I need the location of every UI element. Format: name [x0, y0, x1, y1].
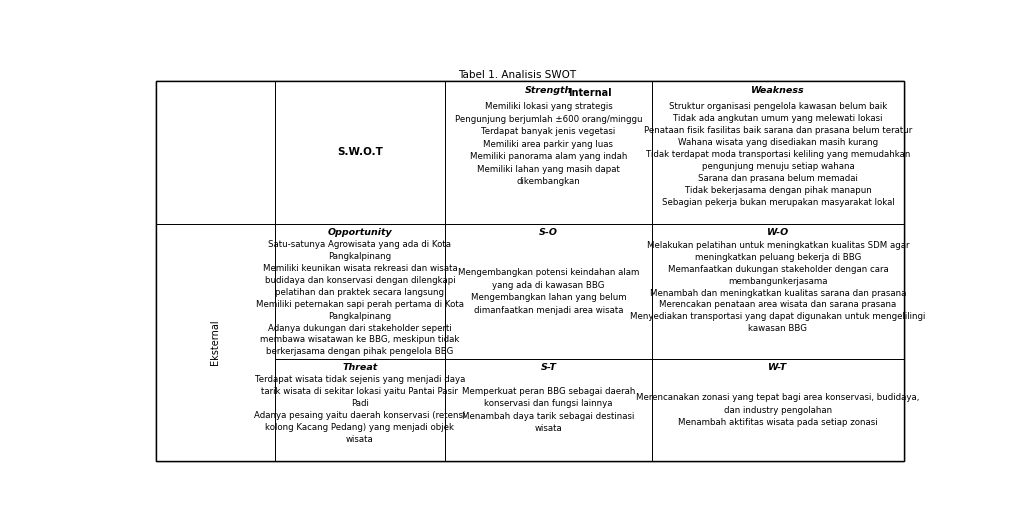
Bar	[274, 224, 445, 359]
Text: Melakukan pelatihan untuk meningkatkan kualitas SDM agar
meningkatkan peluang be: Melakukan pelatihan untuk meningkatkan k…	[631, 241, 925, 333]
Text: Mengembangkan potensi keindahan alam
yang ada di kawasan BBG
Mengembangkan lahan: Mengembangkan potensi keindahan alam yan…	[458, 268, 639, 314]
Bar	[274, 81, 445, 224]
Text: Terdapat wisata tidak sejenis yang menjadi daya
tarik wisata di sekitar lokasi y: Terdapat wisata tidak sejenis yang menja…	[254, 375, 465, 444]
Text: W-O: W-O	[767, 228, 789, 237]
Bar	[274, 81, 904, 105]
Bar	[445, 359, 652, 461]
Bar	[155, 81, 274, 224]
Text: Internal: Internal	[568, 88, 611, 98]
Text: S-O: S-O	[539, 228, 558, 237]
Bar	[445, 81, 652, 224]
Text: Strength: Strength	[525, 86, 572, 95]
Bar	[652, 359, 904, 461]
Text: Merencanakan zonasi yang tepat bagi area konservasi, budidaya,
dan industry peng: Merencanakan zonasi yang tepat bagi area…	[637, 393, 919, 427]
Text: Tabel 1. Analisis SWOT: Tabel 1. Analisis SWOT	[458, 70, 576, 80]
Text: Memiliki lokasi yang strategis
Pengunjung berjumlah ±600 orang/minggu
Terdapat b: Memiliki lokasi yang strategis Pengunjun…	[455, 102, 642, 186]
Text: W-T: W-T	[768, 363, 788, 372]
Bar	[155, 224, 274, 461]
Text: Memperkuat peran BBG sebagai daerah
konservasi dan fungsi lainnya
Menambah daya : Memperkuat peran BBG sebagai daerah kons…	[462, 387, 635, 434]
Bar	[652, 224, 904, 359]
Text: S-T: S-T	[541, 363, 556, 372]
Bar	[274, 359, 445, 461]
Bar	[652, 81, 904, 224]
Text: S.W.O.T: S.W.O.T	[337, 147, 382, 157]
Bar	[445, 224, 652, 359]
Text: Eksternal: Eksternal	[210, 320, 220, 366]
Text: Satu-satunya Agrowisata yang ada di Kota
Pangkalpinang
Memiliki keunikan wisata : Satu-satunya Agrowisata yang ada di Kota…	[256, 240, 464, 356]
Text: Struktur organisasi pengelola kawasan belum baik
Tidak ada angkutan umum yang me: Struktur organisasi pengelola kawasan be…	[644, 102, 912, 207]
Text: Weakness: Weakness	[751, 86, 805, 95]
Text: Opportunity: Opportunity	[328, 228, 393, 237]
Text: Threat: Threat	[342, 363, 377, 372]
